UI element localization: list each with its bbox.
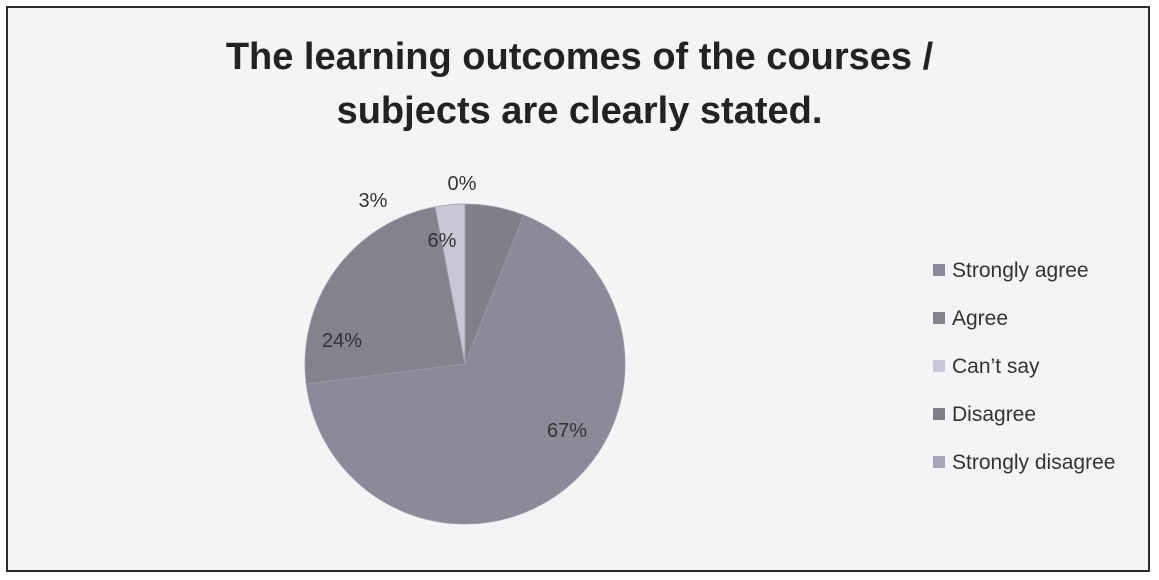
legend-label-strongly-disagree: Strongly disagree [952,451,1115,474]
legend-swatch-disagree [933,408,945,420]
pie-slice-agree [304,206,466,385]
chart-title-line-1: The learning outcomes of the courses / [225,36,934,78]
data-label-can-t-say: 3% [359,190,388,212]
legend-label-can-t-say: Can’t say [952,355,1040,378]
chart-title-line-2: subjects are clearly stated. [336,90,823,132]
legend-swatch-agree [933,312,945,324]
chart-title: The learning outcomes of the courses / s… [0,30,1159,138]
legend-swatch-can-t-say [933,360,945,372]
data-label-strongly-disagree: 0% [448,173,477,195]
pie-slice-can-t-say [434,203,466,365]
data-label-disagree: 6% [428,230,457,252]
pie-slice-strongly-agree [305,214,626,525]
legend-swatch-strongly-agree [933,264,945,276]
legend-label-disagree: Disagree [952,403,1036,426]
legend-label-agree: Agree [952,307,1008,330]
data-label-agree: 24% [322,330,362,352]
legend-swatch-strongly-disagree [933,456,945,468]
legend-label-strongly-agree: Strongly agree [952,259,1089,282]
data-label-strongly-agree: 67% [547,420,587,442]
